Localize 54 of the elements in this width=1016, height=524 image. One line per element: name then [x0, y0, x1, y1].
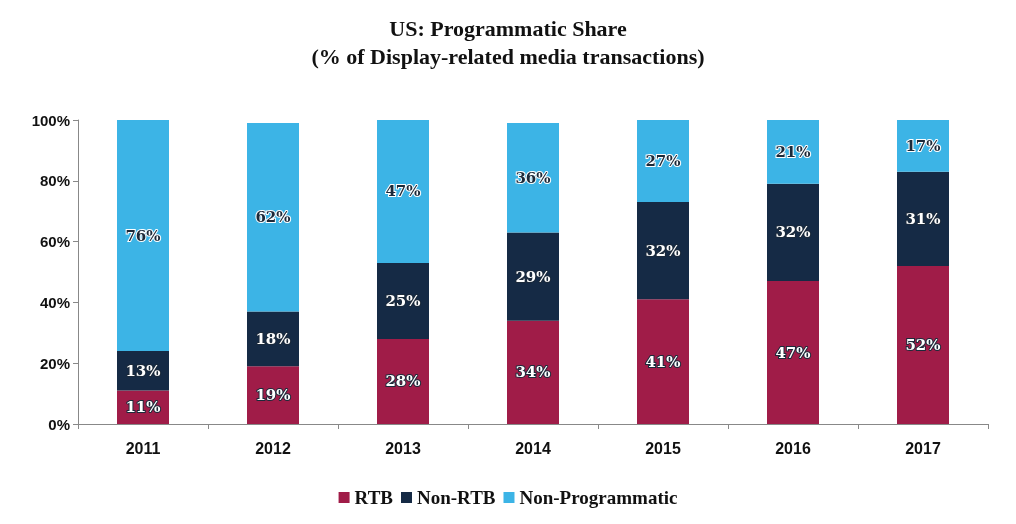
data-label: 19% — [255, 386, 291, 405]
data-label: 41% — [645, 352, 681, 371]
bar — [767, 183, 819, 282]
data-label: 76% — [125, 226, 161, 245]
x-tick-label: 2014 — [515, 439, 551, 457]
data-label: 25% — [385, 291, 421, 310]
bar — [377, 338, 429, 424]
bar — [377, 120, 429, 263]
y-tick-label: 20% — [39, 354, 70, 372]
data-label: 29% — [515, 267, 551, 286]
y-tick-label: 0% — [48, 415, 70, 433]
x-tick-label: 2017 — [905, 439, 941, 457]
x-tick-label: 2013 — [385, 439, 421, 457]
data-label: 62% — [255, 208, 291, 227]
y-tick-label: 100% — [31, 111, 70, 129]
legend-label: Non-RTB — [416, 487, 496, 508]
data-label: 32% — [645, 241, 681, 260]
data-label: 34% — [515, 363, 551, 382]
bar — [767, 281, 819, 424]
bar — [637, 299, 689, 424]
data-label: 31% — [905, 209, 941, 228]
data-label: 28% — [385, 372, 421, 391]
data-label: 18% — [255, 329, 291, 348]
y-tick-label: 60% — [39, 233, 70, 251]
data-label: 27% — [645, 152, 681, 171]
bar — [507, 232, 559, 321]
data-label: 21% — [775, 142, 811, 161]
bar — [897, 171, 949, 266]
x-tick-label: 2011 — [125, 439, 161, 457]
data-label: 13% — [125, 361, 161, 380]
chart-title: US: Programmatic Share — [389, 15, 627, 41]
chart-subtitle: (% of Display-related media transactions) — [311, 43, 705, 69]
legend-label: RTB — [354, 487, 394, 508]
bar — [377, 262, 429, 339]
y-tick-label: 40% — [39, 293, 70, 311]
data-label: 32% — [775, 223, 811, 242]
x-tick-label: 2016 — [775, 439, 811, 457]
bar — [897, 265, 949, 424]
x-tick-label: 2015 — [645, 439, 681, 457]
bar — [247, 123, 299, 312]
data-label: 47% — [385, 182, 421, 201]
bar — [637, 202, 689, 300]
bar — [637, 120, 689, 203]
bar — [507, 123, 559, 233]
data-label: 52% — [905, 335, 941, 354]
data-label: 47% — [775, 343, 811, 362]
data-label: 36% — [515, 168, 551, 187]
data-label: 17% — [905, 136, 941, 155]
bar — [507, 320, 559, 424]
x-tick-label: 2012 — [255, 439, 291, 457]
y-tick-label: 80% — [39, 172, 70, 190]
data-label: 11% — [125, 398, 161, 417]
bar — [117, 120, 169, 352]
legend-label: Non-Programmatic — [519, 487, 678, 508]
